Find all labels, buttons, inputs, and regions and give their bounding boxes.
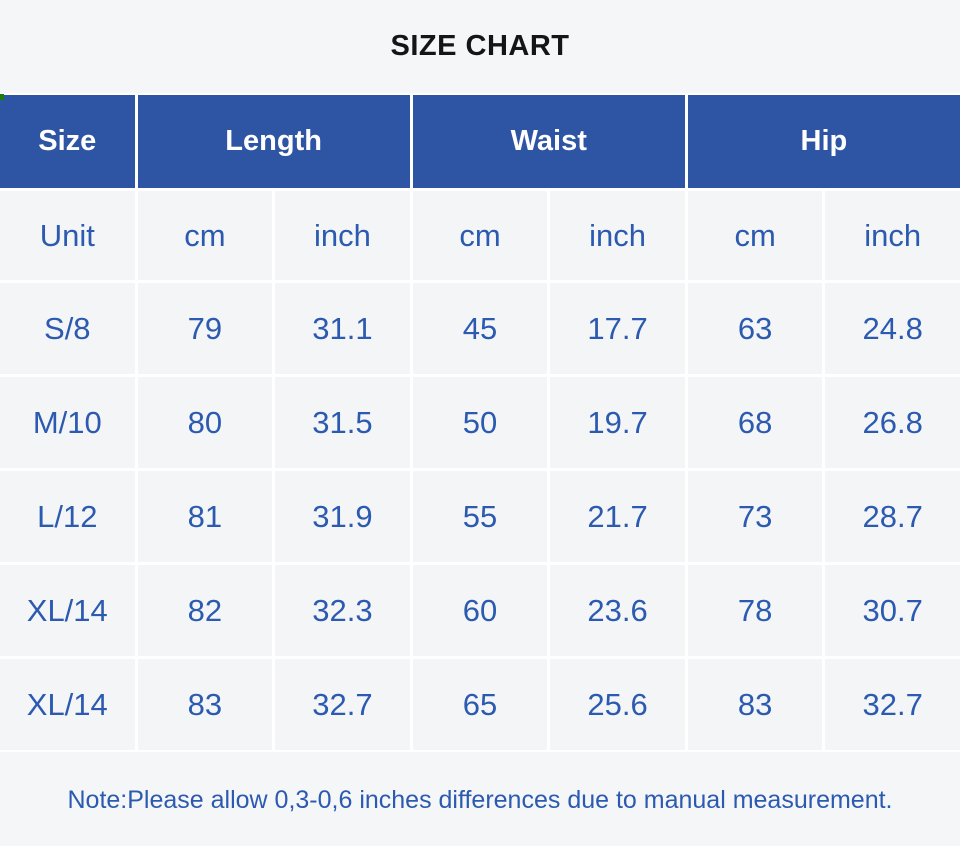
size-cell: M/10 [0,377,135,468]
size-chart-table: Size Length Waist Hip Unit cm inch cm in… [0,93,960,752]
data-cell: 50 [412,377,548,468]
data-cell: 23.6 [550,565,685,656]
data-cell: 31.1 [275,283,410,374]
unit-cell-length-inch: inch [275,191,410,280]
data-cell: 82 [137,565,273,656]
data-cell: 31.5 [275,377,410,468]
bottom-edge-strip [0,846,960,849]
unit-cell-hip-cm: cm [687,191,823,280]
data-cell: 25.6 [550,659,685,750]
header-cell-hip: Hip [687,95,960,188]
data-cell: 32.7 [825,659,960,750]
unit-cell-hip-inch: inch [825,191,960,280]
data-cell: 60 [412,565,548,656]
data-cell: 73 [687,471,823,562]
size-cell: L/12 [0,471,135,562]
data-cell: 26.8 [825,377,960,468]
green-artifact-pixel [0,94,4,100]
data-cell: 17.7 [550,283,685,374]
data-cell: 45 [412,283,548,374]
header-cell-size: Size [0,95,135,188]
data-cell: 63 [687,283,823,374]
unit-cell-length-cm: cm [137,191,273,280]
data-cell: 21.7 [550,471,685,562]
header-cell-waist: Waist [412,95,685,188]
size-cell: XL/14 [0,565,135,656]
data-cell: 83 [687,659,823,750]
note-band: Note:Please allow 0,3-0,6 inches differe… [0,752,960,849]
data-cell: 24.8 [825,283,960,374]
data-cell: 78 [687,565,823,656]
header-cell-length: Length [137,95,410,188]
data-cell: 31.9 [275,471,410,562]
data-cell: 30.7 [825,565,960,656]
data-cell: 80 [137,377,273,468]
unit-cell-waist-inch: inch [550,191,685,280]
title-band: SIZE CHART [0,0,960,93]
page-title: SIZE CHART [390,30,570,62]
data-cell: 83 [137,659,273,750]
unit-cell-waist-cm: cm [412,191,548,280]
data-cell: 28.7 [825,471,960,562]
data-cell: 68 [687,377,823,468]
data-cell: 79 [137,283,273,374]
data-cell: 19.7 [550,377,685,468]
unit-cell-label: Unit [0,191,135,280]
data-cell: 65 [412,659,548,750]
data-cell: 55 [412,471,548,562]
size-cell: XL/14 [0,659,135,750]
data-cell: 32.7 [275,659,410,750]
data-cell: 81 [137,471,273,562]
size-cell: S/8 [0,283,135,374]
data-cell: 32.3 [275,565,410,656]
note-text: Note:Please allow 0,3-0,6 inches differe… [67,786,893,814]
